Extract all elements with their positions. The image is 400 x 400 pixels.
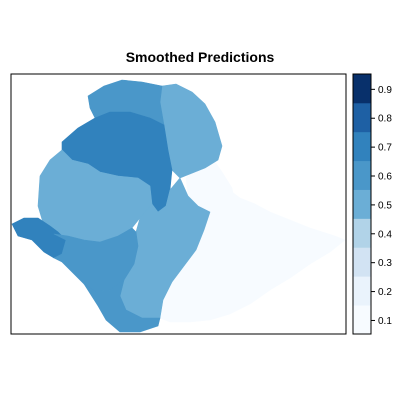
color-legend-cell — [353, 102, 371, 133]
color-legend-cell — [353, 276, 371, 306]
color-legend-frame — [352, 73, 372, 335]
color-legend-cell — [353, 189, 371, 219]
color-legend: 0.1 0.2 0.3 0.4 0.5 0.6 0.7 0.8 0.9 — [352, 73, 392, 335]
map-regions — [11, 79, 346, 333]
color-legend-tick-label: 0.2 — [378, 287, 392, 298]
color-legend-cell — [353, 131, 371, 162]
color-legend-tick-label: 0.7 — [378, 143, 392, 154]
color-legend-tick-label: 0.5 — [378, 200, 392, 211]
region-south-central — [83, 279, 161, 333]
map-title: Smoothed Predictions — [125, 49, 275, 65]
color-legend-tick-label: 0.9 — [378, 85, 392, 96]
color-legend-cell — [353, 305, 371, 335]
color-legend-cell — [353, 218, 371, 248]
color-legend-tick-label: 0.6 — [378, 172, 392, 183]
color-legend-tick-label: 0.4 — [378, 229, 392, 240]
color-legend-cell — [353, 74, 371, 104]
color-legend-cell — [353, 160, 371, 190]
color-legend-tick-label: 0.1 — [378, 316, 392, 327]
color-legend-tick-label: 0.3 — [378, 258, 392, 269]
color-legend-tick-label: 0.8 — [378, 114, 392, 125]
color-legend-cell — [353, 247, 371, 277]
